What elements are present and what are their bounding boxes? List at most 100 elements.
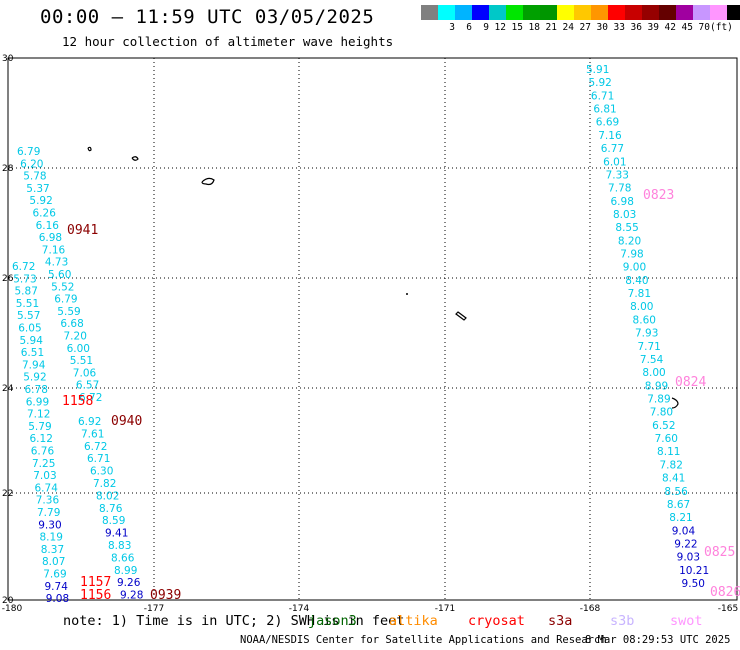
legend-swatch <box>693 5 710 20</box>
pass-time-label: 0825 <box>704 545 735 560</box>
wave-height-label: 5.51 <box>16 298 39 310</box>
map-frame <box>7 57 738 601</box>
wave-height-label: 6.71 <box>591 90 614 102</box>
wave-height-label: 5.52 <box>51 281 74 293</box>
wave-height-label: 6.77 <box>601 143 624 155</box>
pass-time-label: 0824 <box>675 375 706 390</box>
wave-height-label: 7.60 <box>655 433 678 445</box>
wave-height-label: 7.80 <box>650 407 673 419</box>
pass-time-label: 0823 <box>643 188 674 203</box>
legend-swatch <box>710 5 727 20</box>
wave-height-label: 5.94 <box>20 335 44 347</box>
page-title: 00:00 – 11:59 UTC 03/05/2025 <box>40 6 375 28</box>
wave-height-label: 5.37 <box>26 183 49 195</box>
lon-label: -174 <box>289 604 310 614</box>
wave-height-label: 5.79 <box>28 421 51 433</box>
island-outline <box>455 311 467 321</box>
lat-label: 20 <box>2 596 14 606</box>
legend-swatch <box>455 5 472 20</box>
legend-label: (ft) <box>710 22 733 33</box>
wave-height-label: 7.06 <box>73 367 97 379</box>
wave-height-label: 8.99 <box>645 380 668 392</box>
wave-height-label: 8.00 <box>642 367 665 379</box>
wave-height-label: 7.81 <box>628 288 651 300</box>
legend-swatch <box>421 5 438 20</box>
wave-height-label: 8.11 <box>657 446 680 458</box>
wave-height-label: 7.89 <box>647 394 670 406</box>
wave-height-label: 5.92 <box>23 372 46 384</box>
wave-height-label: 7.78 <box>608 183 631 195</box>
wave-height-label: 8.03 <box>613 209 636 221</box>
legend-swatch <box>489 5 506 20</box>
lat-label: 30 <box>2 54 14 64</box>
wave-height-label: 6.98 <box>39 232 62 244</box>
wave-height-label: 6.00 <box>67 343 90 355</box>
page-subtitle: 12 hour collection of altimeter wave hei… <box>62 34 394 49</box>
wave-height-label: 9.74 <box>45 581 69 593</box>
lon-label: -171 <box>435 604 455 614</box>
note-text: note: 1) Time is in UTC; 2) SWH is in fe… <box>63 613 405 629</box>
track-east: 5.915.926.71 6.816.697.166.776.017.33 7.78… <box>586 64 709 590</box>
wave-height-label: 6.99 <box>26 396 49 408</box>
legend-label: 36 <box>630 22 642 33</box>
legend-swatch <box>523 5 540 20</box>
lon-label: -177 <box>144 604 164 614</box>
wave-height-label: 4.73 <box>45 257 68 269</box>
legend-label: 30 <box>596 22 608 33</box>
legend-swatch <box>540 5 557 20</box>
wave-height-label: 8.37 <box>41 544 64 556</box>
wave-height-label: 7.20 <box>64 331 87 343</box>
wave-height-label: 6.05 <box>18 323 41 335</box>
footer-credit: NOAA/NESDIS Center for Satellite Applica… <box>240 634 607 646</box>
wave-height-label: 5.78 <box>23 171 46 183</box>
wave-height-label: 6.51 <box>21 347 44 359</box>
legend-label: 9 <box>483 22 489 33</box>
wave-height-label: 9.30 <box>38 519 61 531</box>
pass-time-label: 0939 <box>150 588 181 603</box>
wave-height-label: 9.04 <box>672 525 696 537</box>
legend-swatch <box>659 5 676 20</box>
wave-height-tracks: 6.796.205.785.375.926.266.166.987.164.73… <box>12 64 709 605</box>
wave-height-label: 8.40 <box>625 275 648 287</box>
wave-height-label: 6.01 <box>603 156 626 168</box>
wave-height-label: 10.21 <box>679 565 709 577</box>
lat-label: 26 <box>2 274 14 284</box>
pass-time-label: 1157 <box>80 575 111 590</box>
map-grid <box>7 57 738 601</box>
wave-height-label: 7.69 <box>43 569 66 581</box>
wave-height-label: 8.66 <box>111 552 135 564</box>
wave-height-label: 7.16 <box>598 130 622 142</box>
wave-height-label: 6.81 <box>593 104 616 116</box>
wave-height-label: 6.72 <box>79 392 102 404</box>
legend-label: 24 <box>562 22 574 33</box>
legend-label: 21 <box>545 22 557 33</box>
lat-label: 24 <box>2 384 14 394</box>
wave-height-label: 8.56 <box>664 486 688 498</box>
wave-height-label: 6.52 <box>652 420 675 432</box>
legend-swatch <box>506 5 523 20</box>
wave-height-label: 8.59 <box>102 515 125 527</box>
legend-swatch <box>472 5 489 20</box>
legend-label: 33 <box>613 22 625 33</box>
legend-swatch <box>574 5 591 20</box>
track-west1: 6.796.205.785.375.926.266.166.987.164.73… <box>17 146 102 404</box>
wave-height-label: 7.93 <box>635 328 658 340</box>
wave-height-label: 6.26 <box>33 208 57 220</box>
island-dot <box>406 293 408 295</box>
track-west2: 6.725.735.875.515.576.055.946.517.945.92… <box>12 261 69 605</box>
pass-time-label: 1158 <box>62 394 93 409</box>
wave-height-label: 6.79 <box>17 146 40 158</box>
island-outline <box>87 146 92 152</box>
wave-height-label: 6.76 <box>31 446 55 458</box>
wave-height-label: 5.51 <box>70 355 93 367</box>
lon-label: -165 <box>718 604 738 614</box>
wave-height-label: 6.78 <box>25 384 48 396</box>
island-outline <box>671 397 679 409</box>
wave-height-label: 6.72 <box>12 261 35 273</box>
wave-height-label: 6.71 <box>87 453 110 465</box>
wave-height-label: 5.57 <box>17 310 40 322</box>
pass-time-label: 0826 <box>710 585 740 600</box>
satellite-label-s3b: s3b <box>610 613 635 629</box>
wave-height-label: 7.61 <box>81 428 104 440</box>
